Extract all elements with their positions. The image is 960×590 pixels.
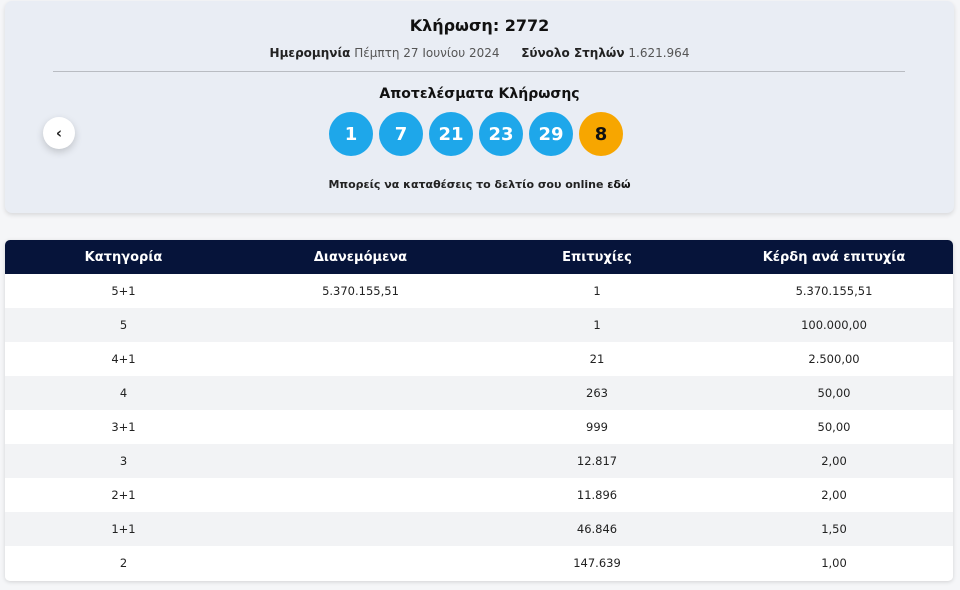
table-row: 4+1 21 2.500,00 bbox=[5, 342, 953, 376]
cell-prize: 1,00 bbox=[821, 556, 847, 570]
cell-prize: 5.370.155,51 bbox=[795, 284, 873, 298]
date-label: Ημερομηνία bbox=[269, 46, 351, 60]
cell-winners: 999 bbox=[586, 420, 608, 434]
cell-category: 4+1 bbox=[111, 352, 136, 366]
cell-category: 4 bbox=[119, 386, 128, 400]
results-title: Αποτελέσματα Κλήρωσης bbox=[379, 86, 580, 102]
columns-label: Σύνολο Στηλών bbox=[521, 46, 625, 60]
cell-category: 2 bbox=[119, 556, 128, 570]
columns-value: 1.621.964 bbox=[628, 46, 690, 60]
draw-card: Κλήρωση: 2772 Ημερομηνία Πέμπτη 27 Ιουνί… bbox=[5, 1, 954, 213]
cell-distributed bbox=[242, 342, 479, 376]
divider bbox=[53, 71, 905, 72]
bonus-number-ball: 8 bbox=[579, 112, 623, 156]
cell-prize: 50,00 bbox=[817, 386, 851, 400]
prize-table-card: Κατηγορία Διανεμόμενα Επιτυχίες Κέρδη αν… bbox=[5, 240, 953, 581]
cell-category: 5+1 bbox=[111, 284, 136, 298]
table-row: 2 147.639 1,00 bbox=[5, 546, 953, 580]
cell-winners: 263 bbox=[586, 386, 608, 400]
table-row: 5+1 5.370.155,51 1 5.370.155,51 bbox=[5, 274, 953, 308]
cell-winners: 21 bbox=[589, 352, 605, 366]
cell-prize: 2,00 bbox=[821, 488, 847, 502]
draw-meta: Ημερομηνία Πέμπτη 27 Ιουνίου 2024 Σύνολο… bbox=[5, 46, 954, 60]
winning-number-ball: 7 bbox=[379, 112, 423, 156]
cell-winners: 11.896 bbox=[576, 488, 618, 502]
cell-prize: 2,00 bbox=[821, 454, 847, 468]
cell-winners: 1 bbox=[593, 284, 601, 298]
cell-category: 2+1 bbox=[111, 488, 136, 502]
header-winners: Επιτυχίες bbox=[562, 249, 632, 265]
header-prize-per-winner: Κέρδη ανά επιτυχία bbox=[762, 249, 906, 265]
online-note: Μπορείς να καταθέσεις το δελτίο σου onli… bbox=[5, 178, 954, 191]
cell-distributed bbox=[242, 308, 479, 342]
table-header-row: Κατηγορία Διανεμόμενα Επιτυχίες Κέρδη αν… bbox=[5, 240, 953, 274]
table-row: 1+1 46.846 1,50 bbox=[5, 512, 953, 546]
table-row: 2+1 11.896 2,00 bbox=[5, 478, 953, 512]
previous-draw-button[interactable]: ‹ bbox=[43, 117, 75, 149]
table-row: 5 1 100.000,00 bbox=[5, 308, 953, 342]
cell-distributed bbox=[242, 546, 479, 580]
cell-prize: 1,50 bbox=[821, 522, 847, 536]
winning-number-ball: 21 bbox=[429, 112, 473, 156]
cell-category: 5 bbox=[119, 318, 128, 332]
table-row: 4 263 50,00 bbox=[5, 376, 953, 410]
chevron-left-icon: ‹ bbox=[55, 124, 63, 142]
winning-number-ball: 1 bbox=[329, 112, 373, 156]
table-row: 3+1 999 50,00 bbox=[5, 410, 953, 444]
draw-title: Κλήρωση: 2772 bbox=[409, 16, 550, 35]
prize-table: Κατηγορία Διανεμόμενα Επιτυχίες Κέρδη αν… bbox=[5, 240, 953, 580]
cell-distributed: 5.370.155,51 bbox=[322, 284, 399, 298]
online-link[interactable]: εδώ bbox=[607, 178, 631, 191]
header-distributed: Διανεμόμενα bbox=[313, 249, 408, 265]
table-row: 3 12.817 2,00 bbox=[5, 444, 953, 478]
cell-distributed bbox=[242, 478, 479, 512]
cell-winners: 147.639 bbox=[573, 556, 621, 570]
winning-number-ball: 23 bbox=[479, 112, 523, 156]
cell-prize: 2.500,00 bbox=[808, 352, 860, 366]
winning-number-ball: 29 bbox=[529, 112, 573, 156]
cell-distributed bbox=[242, 410, 479, 444]
cell-prize: 50,00 bbox=[817, 420, 851, 434]
cell-winners: 46.846 bbox=[576, 522, 618, 536]
cell-prize: 100.000,00 bbox=[801, 318, 867, 332]
winning-numbers: 1 7 21 23 29 8 bbox=[329, 112, 629, 158]
online-note-text: Μπορείς να καταθέσεις το δελτίο σου onli… bbox=[328, 178, 608, 191]
cell-category: 1+1 bbox=[111, 522, 136, 536]
date-value: Πέμπτη 27 Ιουνίου 2024 bbox=[354, 46, 500, 60]
cell-distributed bbox=[242, 512, 479, 546]
cell-distributed bbox=[242, 444, 479, 478]
cell-distributed bbox=[242, 376, 479, 410]
cell-winners: 1 bbox=[593, 318, 601, 332]
cell-category: 3 bbox=[119, 454, 128, 468]
cell-winners: 12.817 bbox=[576, 454, 618, 468]
cell-category: 3+1 bbox=[111, 420, 136, 434]
header-category: Κατηγορία bbox=[84, 249, 163, 265]
